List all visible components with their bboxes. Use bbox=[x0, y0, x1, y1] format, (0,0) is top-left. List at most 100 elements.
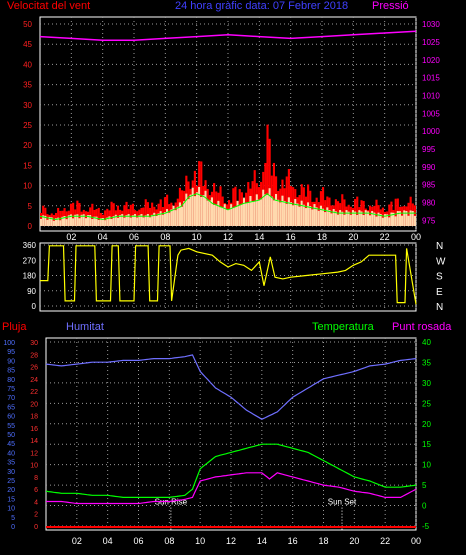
gust-bar bbox=[144, 199, 147, 226]
humidity-scale-tick: 2 bbox=[34, 512, 38, 519]
average-bar bbox=[87, 215, 90, 226]
average-bar bbox=[74, 214, 77, 226]
average-bar bbox=[300, 200, 303, 226]
average-bar bbox=[76, 214, 79, 226]
rain-y-tick: 35 bbox=[7, 460, 15, 467]
gust-bar bbox=[407, 202, 410, 226]
compass-label: W bbox=[436, 256, 446, 267]
average-bar bbox=[396, 211, 399, 226]
average-bar bbox=[54, 218, 58, 226]
temp-x-tick: 08 bbox=[164, 536, 174, 546]
wind-x-tick: 08 bbox=[160, 232, 170, 242]
gust-bar bbox=[129, 204, 132, 226]
average-bar bbox=[157, 213, 160, 226]
average-bar bbox=[112, 216, 115, 226]
average-bar bbox=[270, 196, 273, 226]
humidity-scale-tick: 4 bbox=[34, 499, 38, 506]
average-bar bbox=[260, 199, 263, 226]
gust-bar bbox=[341, 194, 344, 226]
average-bar bbox=[232, 207, 235, 226]
direction-y-tick: 0 bbox=[32, 302, 37, 311]
average-bar bbox=[65, 219, 68, 226]
average-bar bbox=[134, 214, 137, 226]
gust-bar bbox=[97, 207, 100, 226]
average-bar bbox=[240, 204, 243, 226]
rain-y-tick: 30 bbox=[7, 469, 15, 476]
gust-bar bbox=[163, 197, 167, 226]
gust-bar bbox=[52, 214, 55, 226]
average-bar bbox=[339, 210, 342, 226]
sun-marker-label: Sun Rise bbox=[155, 498, 188, 507]
temperature-y-tick: 35 bbox=[422, 358, 431, 367]
average-bar bbox=[326, 207, 329, 226]
average-bar bbox=[202, 195, 205, 226]
rain-y-tick: 20 bbox=[7, 487, 15, 494]
average-bar bbox=[101, 218, 105, 226]
pressure-y-tick: 1010 bbox=[422, 91, 440, 100]
average-bar bbox=[80, 214, 83, 226]
pressure-line bbox=[39, 30, 417, 41]
compass-label: S bbox=[436, 272, 443, 283]
average-wind-line bbox=[39, 193, 416, 221]
wind-y-tick: 20 bbox=[23, 141, 32, 150]
average-bar bbox=[69, 214, 73, 226]
average-bar bbox=[398, 211, 402, 226]
average-bar bbox=[219, 207, 222, 226]
temperature-y-tick: 15 bbox=[422, 440, 431, 449]
temp-x-tick: 12 bbox=[226, 536, 236, 546]
humidity-scale-tick: 14 bbox=[30, 438, 38, 445]
average-bar bbox=[264, 194, 267, 226]
wind-y-tick: 30 bbox=[23, 101, 32, 110]
average-bar bbox=[59, 220, 62, 226]
average-bar bbox=[136, 217, 139, 226]
average-bar bbox=[304, 208, 308, 226]
average-bar bbox=[371, 211, 374, 226]
average-bar bbox=[97, 219, 100, 226]
average-bar bbox=[48, 216, 51, 226]
average-bar bbox=[148, 217, 152, 226]
rain-y-tick: 10 bbox=[7, 506, 15, 513]
rain-y-tick: 65 bbox=[7, 404, 15, 411]
average-bar bbox=[386, 214, 389, 226]
rain-y-tick: 75 bbox=[7, 386, 15, 393]
temperature-axis-label: Temperatura bbox=[312, 321, 375, 333]
gust-bar bbox=[104, 210, 107, 226]
gust-bar bbox=[375, 199, 378, 226]
average-bar bbox=[369, 215, 372, 226]
temperature-y-tick: 30 bbox=[422, 379, 431, 388]
average-bar bbox=[313, 204, 316, 226]
average-bar bbox=[349, 214, 352, 226]
humidity-scale-tick: 22 bbox=[30, 389, 38, 396]
average-bar bbox=[129, 217, 132, 226]
humidity-scale-tick: 18 bbox=[30, 414, 38, 421]
average-bar bbox=[93, 216, 96, 226]
wind-y-tick: 15 bbox=[23, 161, 32, 170]
average-bar bbox=[345, 210, 348, 226]
average-bar bbox=[204, 190, 207, 226]
average-bar bbox=[161, 214, 164, 226]
average-bar bbox=[343, 214, 346, 226]
humidity-scale-tick: 30 bbox=[30, 340, 38, 347]
average-bar bbox=[403, 210, 406, 226]
average-bar bbox=[354, 211, 357, 226]
humidity-scale-tick: 26 bbox=[30, 365, 38, 372]
average-bar bbox=[146, 214, 149, 226]
temperature-humidity-panel: 0510152025303540455055606570758085909510… bbox=[3, 337, 431, 546]
average-bar bbox=[185, 193, 188, 226]
wind-y-tick: 50 bbox=[23, 20, 32, 29]
pressure-y-tick: 1000 bbox=[422, 127, 440, 136]
wind-x-tick: 10 bbox=[192, 232, 202, 242]
average-bar bbox=[330, 213, 333, 226]
average-bar bbox=[294, 199, 297, 226]
average-bar bbox=[108, 216, 111, 226]
average-bar bbox=[189, 194, 192, 226]
wind-x-tick: 12 bbox=[223, 232, 233, 242]
dewpoint-axis-label: Punt rosada bbox=[392, 321, 452, 333]
average-bar bbox=[215, 204, 218, 226]
average-bar bbox=[198, 186, 201, 226]
wind-x-tick: 18 bbox=[317, 232, 327, 242]
average-bar bbox=[106, 217, 109, 226]
average-bar bbox=[275, 194, 278, 226]
average-bar bbox=[336, 214, 340, 226]
